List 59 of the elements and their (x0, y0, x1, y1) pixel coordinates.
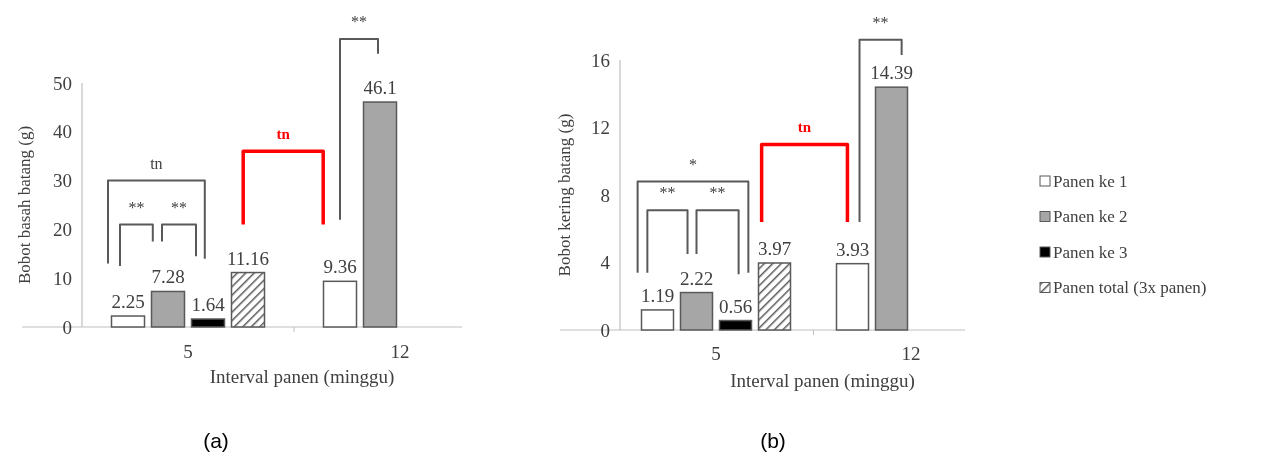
y-axis-title: Bobot basah batang (g) (15, 125, 34, 285)
annotation: * (688, 155, 697, 173)
y-tick-label: 0 (62, 316, 72, 338)
y-tick-label: 12 (591, 117, 610, 139)
y-tick-label: 0 (600, 319, 610, 341)
x-axis-title: Interval panen (minggu) (730, 370, 915, 392)
y-axis-title: Bobot kering batang (g) (555, 113, 574, 277)
bar (640, 309, 675, 331)
annotation: tn (276, 126, 291, 143)
x-tick-label: 12 (390, 341, 410, 362)
y-tick-label: 30 (53, 170, 72, 192)
annotation: tn (797, 119, 812, 136)
text: ** (351, 13, 367, 31)
data-label: 11.16 (226, 247, 270, 269)
x-tick-label: 5 (711, 343, 721, 364)
legend-label: Panen ke 1 (1053, 171, 1128, 191)
annotation: tn (150, 154, 163, 172)
data-label: 46.1 (363, 77, 397, 99)
bar (322, 280, 358, 328)
data-label: 14.39 (870, 62, 913, 84)
y-tick-label: 8 (600, 184, 610, 206)
data-label: 1.19 (640, 284, 675, 306)
legend-label: Panen total (3x panen) (1053, 278, 1207, 298)
x-tick-label: 5 (183, 341, 193, 362)
bar (190, 318, 226, 328)
bar (150, 290, 186, 328)
bar (110, 315, 146, 328)
y-tick-label: 10 (53, 267, 72, 289)
annotation: ** (709, 184, 726, 202)
bar (718, 319, 753, 331)
bar (362, 101, 398, 328)
bar (679, 291, 714, 331)
data-label: 2.25 (111, 291, 145, 313)
annotation: ** (659, 184, 676, 202)
bar (874, 86, 909, 331)
data-label: 3.93 (835, 238, 870, 260)
data-label: 3.97 (757, 238, 792, 260)
annotation: ** (128, 198, 145, 216)
y-tick-label: 16 (591, 49, 610, 71)
text: (a) (203, 429, 229, 452)
legend-label: Panen ke 2 (1053, 207, 1128, 227)
text: ** (872, 13, 889, 31)
bar (835, 262, 870, 331)
data-label: 0.56 (718, 295, 753, 317)
y-tick-label: 40 (53, 121, 72, 143)
y-tick-label: 4 (600, 252, 611, 274)
y-tick-label: 50 (53, 72, 72, 94)
data-label: 9.36 (323, 256, 357, 278)
text: (b) (760, 429, 786, 452)
data-label: 2.22 (679, 267, 714, 289)
bar (757, 262, 792, 331)
bar (230, 271, 266, 328)
data-label: 7.28 (151, 266, 185, 288)
data-label: 1.64 (191, 294, 226, 315)
y-tick-label: 20 (53, 219, 72, 241)
x-tick-label: 12 (901, 343, 921, 364)
x-axis-title: Interval panen (minggu) (209, 366, 395, 388)
legend-label: Panen ke 3 (1053, 242, 1128, 262)
annotation: ** (171, 198, 187, 216)
